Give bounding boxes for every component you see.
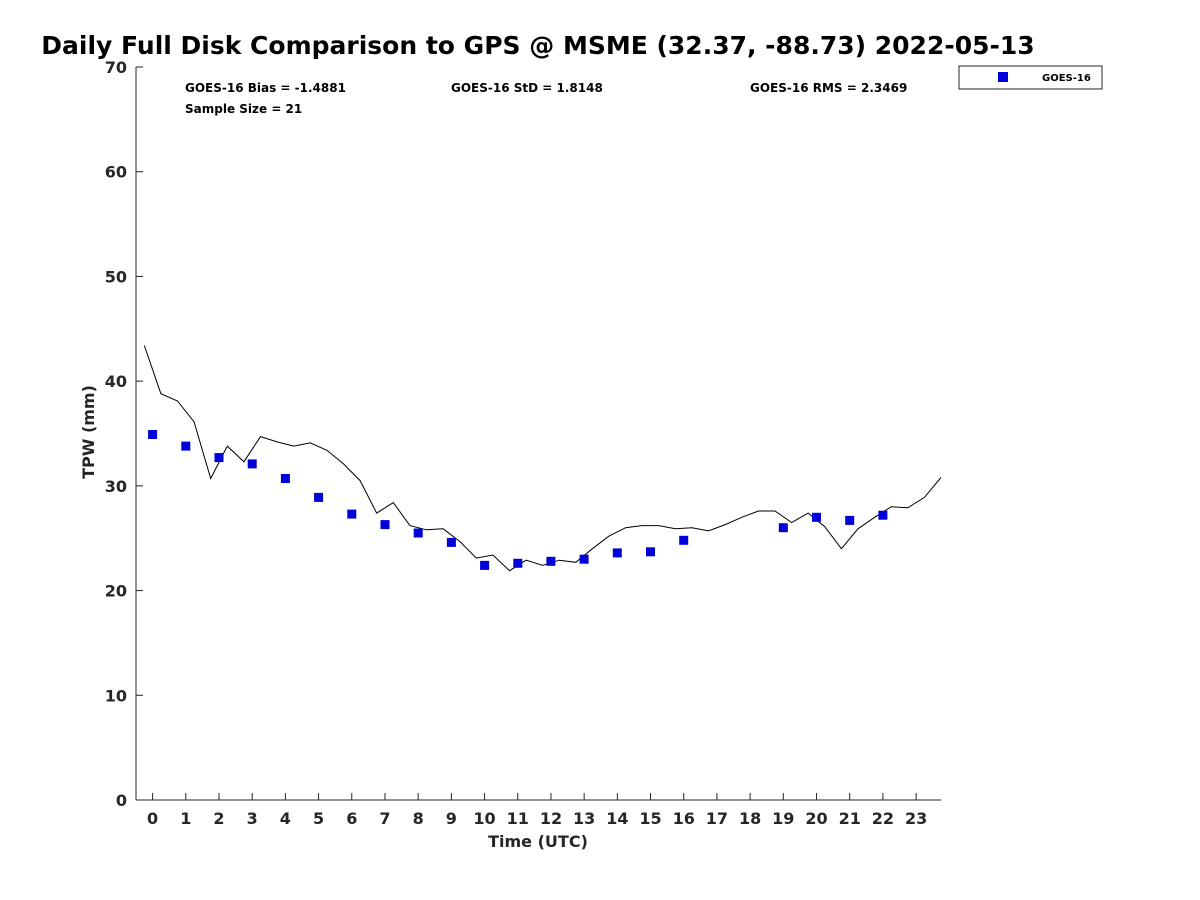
x-tick-label: 20 [805, 809, 827, 828]
data-point [513, 558, 523, 568]
legend: GOES-16 [958, 65, 1103, 90]
data-point [314, 492, 324, 502]
data-point [181, 441, 191, 451]
rms-text: GOES-16 RMS = 2.3469 [750, 81, 907, 95]
data-point [214, 453, 224, 463]
y-tick-label: 70 [105, 58, 127, 77]
x-tick-label: 9 [446, 809, 457, 828]
x-tick-label: 2 [213, 809, 224, 828]
series-layer [143, 345, 942, 572]
data-point [679, 535, 689, 545]
x-ticks: 0 1 2 3 4 5 6 7 8 9 10 11 12 13 14 15 16 17 18 19 20 21 22 23 [147, 793, 927, 828]
y-tick-label: 30 [105, 477, 127, 496]
data-point [480, 560, 490, 570]
x-tick-label: 19 [772, 809, 794, 828]
y-tick-label: 20 [105, 582, 127, 601]
x-tick-label: 16 [673, 809, 695, 828]
y-tick-label: 60 [105, 163, 127, 182]
std-text: GOES-16 StD = 1.8148 [451, 81, 603, 95]
y-tick-label: 40 [105, 372, 127, 391]
y-tick-label: 10 [105, 686, 127, 705]
legend-label: GOES-16 [1042, 73, 1091, 84]
x-axis-label: Time (UTC) [488, 832, 588, 851]
data-point [380, 520, 390, 530]
x-tick-label: 8 [413, 809, 424, 828]
x-tick-label: 21 [839, 809, 861, 828]
data-point [845, 515, 855, 525]
data-point [280, 474, 290, 483]
data-point [413, 528, 423, 538]
sample-size-text: Sample Size = 21 [185, 102, 302, 116]
x-tick-label: 12 [540, 809, 562, 828]
x-tick-label: 23 [905, 809, 927, 828]
x-tick-label: 11 [507, 809, 529, 828]
y-tick-label: 0 [116, 791, 127, 810]
data-point [878, 510, 888, 520]
y-axis-label: TPW (mm) [79, 385, 98, 479]
legend-marker-icon [998, 72, 1008, 82]
x-tick-label: 13 [573, 809, 595, 828]
data-point [446, 537, 456, 547]
x-tick-label: 4 [280, 809, 291, 828]
data-point [247, 459, 257, 469]
x-tick-label: 14 [606, 809, 628, 828]
data-point [148, 430, 158, 439]
x-tick-label: 10 [473, 809, 495, 828]
x-tick-label: 1 [180, 809, 191, 828]
data-point [646, 547, 655, 557]
data-point [812, 512, 821, 522]
x-tick-label: 3 [247, 809, 258, 828]
data-point [347, 509, 357, 519]
bias-text: GOES-16 Bias = -1.4881 [185, 81, 346, 95]
data-point [579, 554, 589, 564]
y-ticks: 0 10 20 30 40 50 60 70 [105, 58, 143, 810]
y-tick-label: 50 [105, 267, 127, 286]
x-tick-label: 17 [706, 809, 728, 828]
x-tick-label: 22 [872, 809, 894, 828]
gps-line [143, 345, 942, 572]
data-point [546, 556, 556, 566]
data-point [778, 523, 788, 533]
legend-box [958, 65, 1103, 90]
x-tick-label: 6 [346, 809, 357, 828]
x-tick-label: 0 [147, 809, 158, 828]
x-tick-label: 7 [379, 809, 390, 828]
x-tick-label: 15 [639, 809, 661, 828]
chart-title: Daily Full Disk Comparison to GPS @ MSME… [41, 31, 1034, 60]
x-tick-label: 5 [313, 809, 324, 828]
data-point [612, 548, 622, 558]
x-tick-label: 18 [739, 809, 761, 828]
